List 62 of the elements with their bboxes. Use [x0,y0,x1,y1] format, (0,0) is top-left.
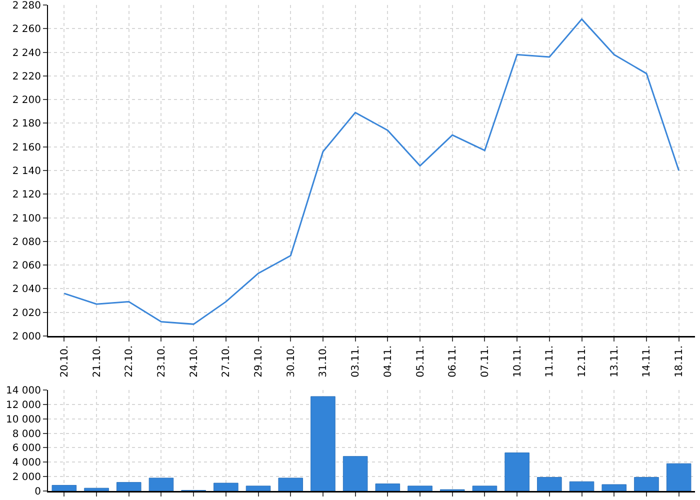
y-tick-label: 14 000 [6,386,41,396]
y-tick-label: 2 100 [12,213,41,224]
y-tick-label: 6 000 [12,443,41,454]
bar [504,452,530,491]
x-tick-label: 22.10. [124,346,136,378]
y-tick-label: 2 260 [12,24,41,36]
bar [52,484,77,491]
y-tick-label: 2 040 [12,284,41,296]
x-tick-label: 05.11. [415,346,426,378]
x-tick-label: 11.11. [544,346,556,378]
y-tick-label: 2 120 [12,190,41,201]
x-tick-label: 07.11. [480,346,491,378]
y-tick-label: 2 000 [12,332,41,342]
y-tick-label: 0 [34,486,41,498]
bar [278,478,304,491]
y-tick-label: 10 000 [6,414,41,426]
bar [634,477,659,491]
bar [602,484,627,491]
y-tick-label: 4 000 [12,458,41,469]
x-tick-label: 23.10. [156,346,168,378]
line-series [63,18,680,325]
x-tick-label: 04.11. [382,346,394,378]
x-tick-label: 10.11. [512,346,524,378]
bar [148,478,174,491]
x-tick-label: 13.11. [609,346,620,378]
bar [246,486,271,491]
bar [375,484,400,491]
y-tick-label: 12 000 [6,400,41,411]
x-tick-label: 14.11. [642,346,653,378]
x-tick-label: 27.10. [221,346,232,378]
x-tick-label: 21.10. [92,346,103,378]
x-tick-label: 06.11. [448,346,459,378]
y-tick-label: 2 140 [12,166,41,177]
y-tick-label: 2 080 [12,236,41,248]
bar [408,486,432,491]
y-tick-label: 2 020 [12,308,41,319]
y-tick-label: 2 000 [12,472,41,484]
bar [472,486,498,491]
y-tick-label: 2 160 [12,142,41,154]
bar [537,477,562,491]
bar [569,481,594,491]
x-tick-label: 29.10. [254,346,265,378]
y-tick-label: 2 280 [12,0,41,12]
y-tick-label: 8 000 [12,428,41,440]
x-tick-label: 31.10. [318,346,330,378]
x-tick-label: 20.10. [59,346,70,378]
bar [214,482,238,491]
bar [342,456,368,491]
bar [84,488,109,491]
bar [116,482,142,491]
y-tick-label: 2 200 [12,95,41,106]
y-tick-label: 2 180 [12,118,41,130]
bar [666,463,692,491]
x-tick-label: 24.10. [188,346,200,378]
y-tick-label: 2 060 [12,260,41,272]
y-tick-label: 2 220 [12,71,41,82]
x-tick-label: 12.11. [577,346,588,378]
bar [310,396,336,491]
x-tick-label: 03.11. [350,346,362,378]
x-tick-label: 18.11. [674,346,686,378]
y-tick-label: 2 240 [12,48,41,59]
x-tick-label: 30.10. [286,346,297,378]
